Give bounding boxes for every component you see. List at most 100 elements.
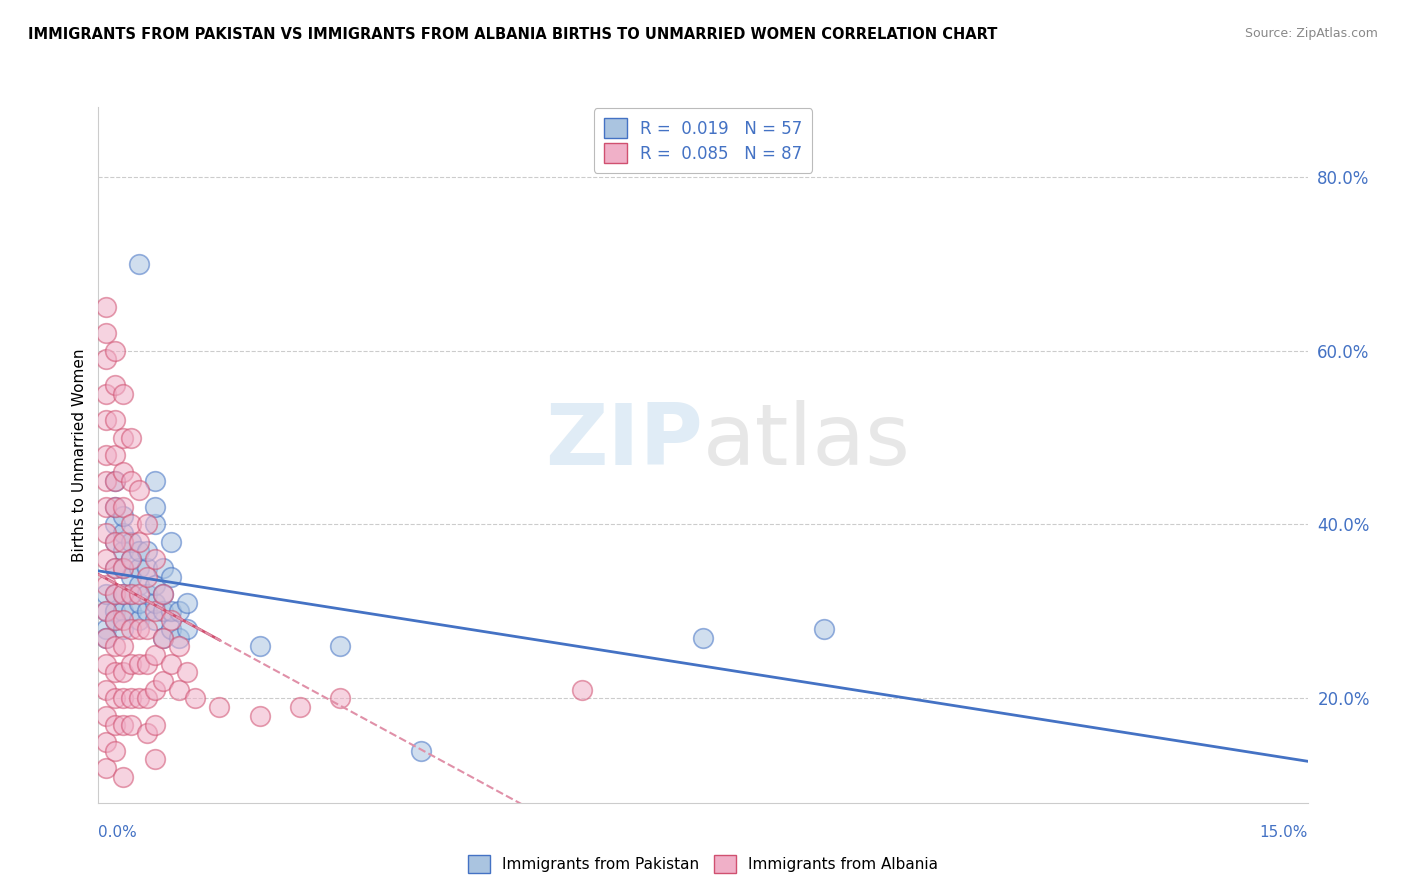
Point <box>160 613 183 627</box>
Text: 0.0%: 0.0% <box>98 825 138 840</box>
Point <box>111 500 134 514</box>
Point <box>103 639 125 653</box>
Point <box>128 483 150 497</box>
Point <box>111 622 134 636</box>
Point <box>249 639 271 653</box>
Point <box>96 413 118 427</box>
Point <box>120 605 142 619</box>
Point <box>96 552 118 566</box>
Point <box>111 543 134 558</box>
Legend: Immigrants from Pakistan, Immigrants from Albania: Immigrants from Pakistan, Immigrants fro… <box>463 849 943 879</box>
Point <box>128 657 150 671</box>
Point <box>176 596 198 610</box>
Point <box>135 726 157 740</box>
Point <box>103 500 125 514</box>
Point <box>143 605 166 619</box>
Point <box>120 534 142 549</box>
Point <box>152 674 174 689</box>
Text: Source: ZipAtlas.com: Source: ZipAtlas.com <box>1244 27 1378 40</box>
Point <box>103 500 125 514</box>
Point <box>96 708 118 723</box>
Point <box>111 717 134 731</box>
Point <box>120 587 142 601</box>
Point <box>143 552 166 566</box>
Text: 15.0%: 15.0% <box>1260 825 1308 840</box>
Point <box>103 474 125 488</box>
Point <box>571 682 593 697</box>
Point <box>329 639 352 653</box>
Point <box>160 570 183 584</box>
Point <box>103 587 125 601</box>
Point <box>111 508 134 523</box>
Point <box>167 605 190 619</box>
Point <box>96 605 118 619</box>
Point <box>135 691 157 706</box>
Point <box>249 708 271 723</box>
Point <box>96 657 118 671</box>
Point <box>143 682 166 697</box>
Point <box>143 752 166 766</box>
Point <box>96 587 118 601</box>
Point <box>103 378 125 392</box>
Point <box>128 561 150 575</box>
Point <box>103 605 125 619</box>
Point <box>120 622 142 636</box>
Point <box>96 474 118 488</box>
Point <box>103 448 125 462</box>
Point <box>135 657 157 671</box>
Point <box>111 587 134 601</box>
Point <box>167 631 190 645</box>
Point <box>111 770 134 784</box>
Point <box>111 526 134 541</box>
Point <box>152 605 174 619</box>
Point <box>111 587 134 601</box>
Point <box>96 448 118 462</box>
Point <box>409 744 432 758</box>
Point <box>813 622 835 636</box>
Point <box>120 517 142 532</box>
Point <box>288 700 311 714</box>
Point <box>103 717 125 731</box>
Point <box>160 534 183 549</box>
Point <box>135 561 157 575</box>
Point <box>128 578 150 592</box>
Point <box>96 631 118 645</box>
Point <box>128 622 150 636</box>
Text: atlas: atlas <box>703 400 911 483</box>
Point <box>143 517 166 532</box>
Point <box>103 517 125 532</box>
Point <box>96 622 118 636</box>
Point <box>152 587 174 601</box>
Point <box>96 735 118 749</box>
Point <box>103 613 125 627</box>
Point <box>128 543 150 558</box>
Point <box>120 474 142 488</box>
Point <box>135 570 157 584</box>
Point <box>128 691 150 706</box>
Point <box>160 622 183 636</box>
Point <box>103 474 125 488</box>
Y-axis label: Births to Unmarried Women: Births to Unmarried Women <box>72 348 87 562</box>
Point <box>692 631 714 645</box>
Point <box>96 631 118 645</box>
Point <box>128 534 150 549</box>
Point <box>160 657 183 671</box>
Point <box>103 534 125 549</box>
Point <box>128 257 150 271</box>
Point <box>143 717 166 731</box>
Point <box>120 430 142 444</box>
Point <box>143 648 166 662</box>
Point <box>120 657 142 671</box>
Point <box>120 691 142 706</box>
Point <box>152 631 174 645</box>
Point <box>160 605 183 619</box>
Point <box>111 613 134 627</box>
Point <box>111 665 134 680</box>
Point <box>103 587 125 601</box>
Point <box>167 682 190 697</box>
Point <box>96 326 118 340</box>
Point <box>96 387 118 401</box>
Point <box>111 561 134 575</box>
Point <box>128 596 150 610</box>
Point <box>103 413 125 427</box>
